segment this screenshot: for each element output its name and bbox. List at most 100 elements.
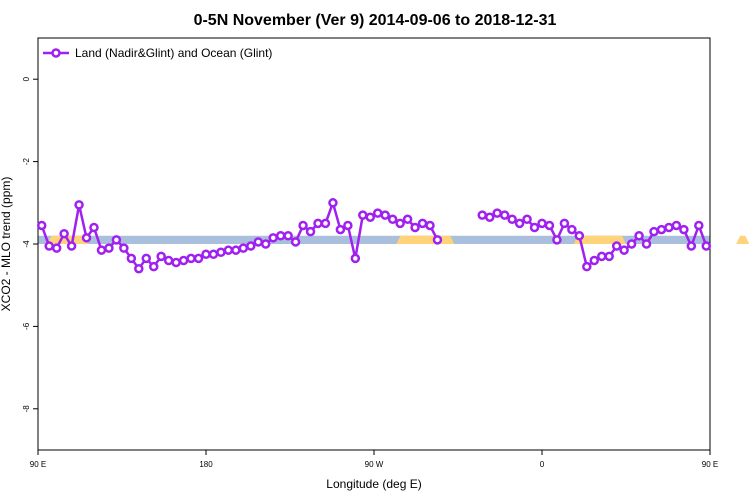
data-point: [178, 255, 189, 266]
data-point: [507, 214, 517, 225]
data-point: [201, 249, 211, 260]
data-point: [208, 249, 219, 260]
data-point: [305, 226, 316, 237]
data-point: [66, 241, 77, 251]
data-point: [574, 231, 585, 241]
data-point: [89, 222, 99, 233]
data-point: [156, 251, 166, 262]
x-axis-label: Longitude (deg E): [326, 477, 421, 491]
data-point: [417, 218, 428, 229]
data-point: [626, 239, 637, 249]
data-point: [701, 241, 712, 251]
data-point: [432, 235, 443, 245]
data-point: [358, 210, 368, 220]
y-tick-label: -8: [22, 405, 31, 413]
data-point: [148, 261, 159, 272]
data-point: [596, 251, 607, 262]
data-point: [104, 243, 114, 253]
data-point: [514, 218, 525, 229]
data-point: [134, 263, 144, 274]
data-point: [231, 245, 241, 255]
data-point: [582, 261, 592, 272]
data-point: [567, 224, 577, 235]
x-tick-label: 90 W: [365, 460, 384, 469]
data-point: [238, 243, 249, 253]
data-point: [313, 218, 323, 229]
data-point: [298, 220, 308, 231]
data-point: [529, 222, 540, 233]
data-point: [544, 220, 555, 231]
y-tick-label: -4: [22, 240, 31, 248]
data-point: [223, 245, 234, 255]
data-point: [559, 218, 570, 229]
data-point: [290, 237, 301, 247]
y-axis-label: XCO2 - MLO trend (ppm): [0, 177, 13, 312]
reference-band: [38, 235, 750, 244]
data-point: [328, 198, 338, 208]
y-tick-label: -6: [22, 322, 31, 330]
data-point: [320, 218, 331, 229]
data-point: [268, 233, 278, 243]
data-point: [664, 222, 674, 233]
data-point: [604, 251, 614, 262]
data-point: [171, 257, 181, 268]
data-point: [365, 212, 376, 222]
data-point: [283, 231, 293, 241]
data-point: [126, 253, 137, 264]
data-point: [537, 218, 547, 229]
data-point: [686, 241, 697, 251]
x-tick-label: 0: [540, 460, 545, 469]
legend-entry-label: Land (Nadir&Glint) and Ocean (Glint): [75, 46, 272, 60]
data-point: [425, 220, 435, 231]
land-band-segment: [396, 235, 455, 244]
data-point: [260, 239, 271, 249]
data-point: [402, 214, 413, 225]
legend-marker-swatch: [51, 48, 61, 58]
data-point: [380, 210, 390, 220]
data-point: [81, 233, 92, 243]
data-point: [499, 210, 510, 220]
land-band-segment: [736, 235, 750, 244]
x-tick-label: 180: [199, 460, 213, 469]
data-point: [343, 220, 353, 231]
data-point: [679, 224, 689, 235]
data-point: [694, 220, 704, 231]
land-band-segment: [573, 235, 626, 244]
data-point: [492, 208, 502, 218]
legend: Land (Nadir&Glint) and Ocean (Glint): [43, 46, 272, 60]
x-tick-label: 90 E: [702, 460, 718, 469]
data-point: [44, 241, 54, 251]
data-point: [395, 218, 405, 229]
y-tick-label: 0: [22, 76, 31, 81]
data-point: [96, 245, 107, 255]
data-point: [552, 235, 562, 245]
data-point: [649, 226, 659, 237]
data-point: [141, 253, 152, 264]
data-point: [246, 241, 256, 251]
data-point: [253, 237, 264, 247]
data-point: [119, 243, 129, 253]
data-point: [350, 253, 361, 264]
x-tick-label: 90 E: [30, 460, 46, 469]
data-point: [74, 200, 84, 210]
data-point: [671, 220, 682, 231]
data-point: [372, 208, 383, 218]
data-point: [275, 231, 286, 241]
data-point: [641, 239, 652, 249]
data-point: [186, 253, 196, 264]
data-point: [477, 210, 488, 220]
data-point: [216, 247, 226, 257]
y-tick-label: -2: [22, 157, 31, 165]
data-point: [111, 235, 122, 245]
data-point: [410, 222, 420, 233]
chart-title: 0-5N November (Ver 9) 2014-09-06 to 2018…: [194, 12, 557, 29]
data-point: [634, 231, 644, 241]
data-series: [36, 198, 712, 274]
data-point: [193, 253, 204, 264]
data-point: [36, 220, 47, 231]
data-point: [51, 243, 62, 253]
axes: 90 E 180 90 W 0 90 E 0 -2 -4 -6 -8: [22, 76, 718, 469]
data-point: [59, 228, 69, 239]
data-point: [522, 214, 532, 225]
